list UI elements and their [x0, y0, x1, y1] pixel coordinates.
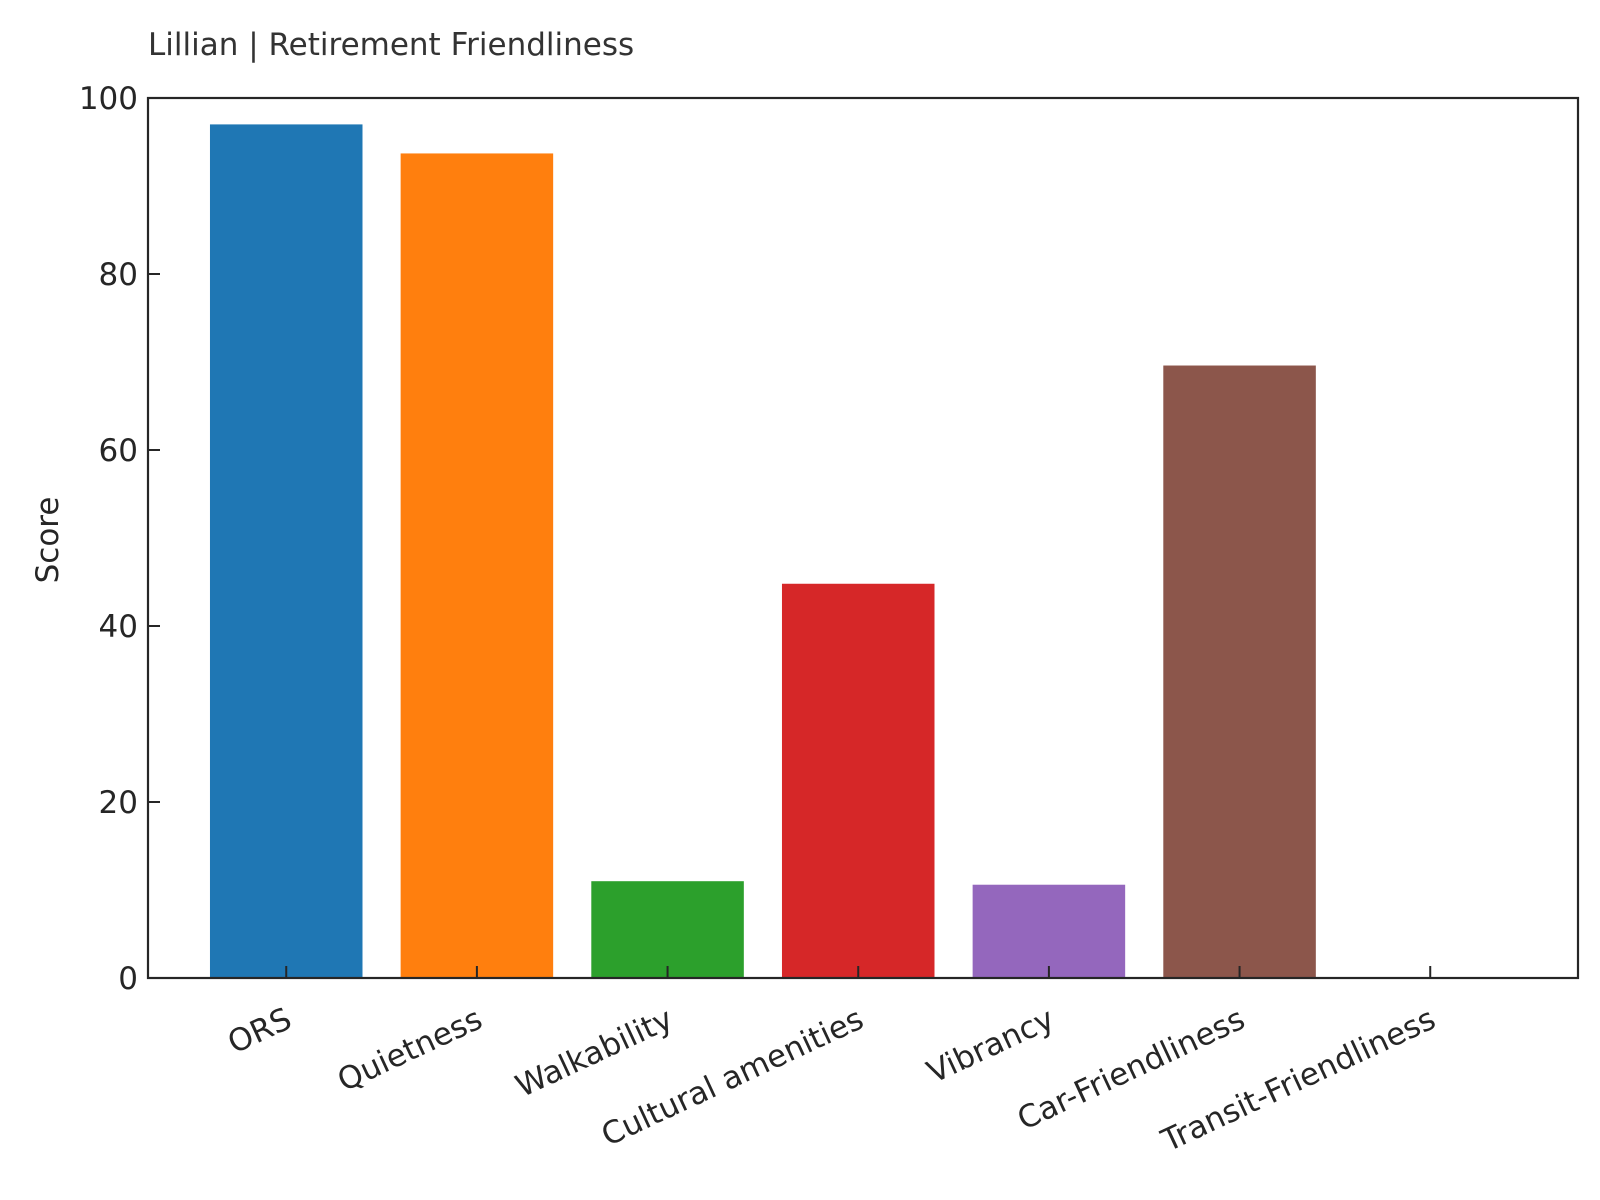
y-tick-label: 60: [99, 433, 138, 469]
bar-vibrancy: [972, 884, 1126, 978]
bar-quietness: [400, 153, 554, 978]
y-tick-label: 0: [118, 961, 138, 997]
bar-ors: [209, 124, 363, 978]
bar-walkability: [591, 881, 744, 978]
bars-group: [209, 124, 1316, 978]
y-tick-label: 20: [99, 785, 138, 821]
x-tick-label: Quietness: [332, 1001, 488, 1099]
y-axis-label: Score: [30, 497, 66, 584]
plot-frame: [146, 96, 1580, 980]
y-tick-label: 100: [79, 81, 138, 117]
y-tick-label: 80: [99, 257, 138, 293]
x-tick-label: Walkability: [510, 1001, 678, 1105]
x-tick-label: ORS: [222, 1001, 297, 1061]
y-tick-label: 40: [99, 609, 138, 645]
y-axis-ticks: 0 20 40 60 80 100: [79, 81, 160, 997]
chart-title: Lillian | Retirement Friendliness: [148, 27, 634, 63]
bar-car-friendliness: [1163, 365, 1316, 978]
bar-cultural-amenities: [781, 583, 935, 978]
x-tick-label: Vibrancy: [922, 1001, 1060, 1091]
